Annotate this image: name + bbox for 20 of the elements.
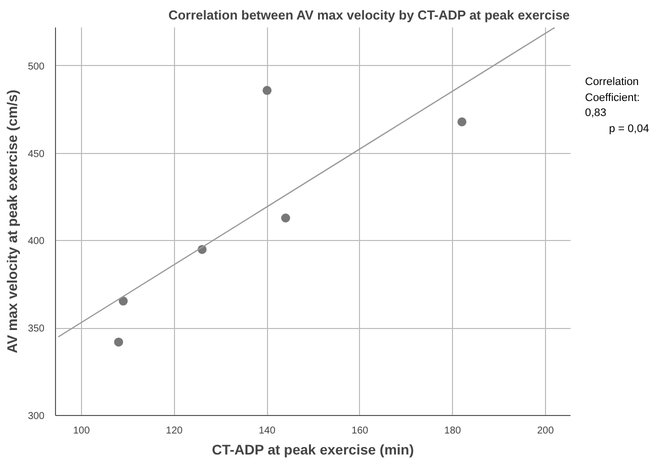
x-tick-label: 200: [537, 426, 554, 436]
x-tick-label: 160: [352, 426, 369, 436]
point: [457, 117, 466, 126]
x-axis-title: CT-ADP at peak exercise (min): [212, 442, 414, 458]
x-tick-label: 120: [166, 426, 184, 436]
y-tick-label: 400: [28, 236, 45, 248]
text: p = 0,04: [609, 122, 650, 138]
x-tick-label: 140: [258, 426, 276, 436]
point: [114, 338, 124, 347]
y-tick-label: 450: [28, 148, 45, 160]
point: [262, 86, 272, 95]
y-tick-label: 500: [28, 61, 45, 72]
y-axis-title: AV max velocity at peak exercise (cm/s): [4, 90, 20, 354]
point: [281, 214, 290, 222]
x-tick-label: 100: [73, 426, 90, 436]
point: [118, 296, 128, 306]
chart-title: Correlation between AV max velocity by CT-ADP at peak exercise: [168, 8, 570, 22]
y-tick-label: 300: [28, 411, 45, 422]
y-tick-label: 350: [28, 324, 45, 335]
x-tick-label: 180: [444, 426, 462, 436]
